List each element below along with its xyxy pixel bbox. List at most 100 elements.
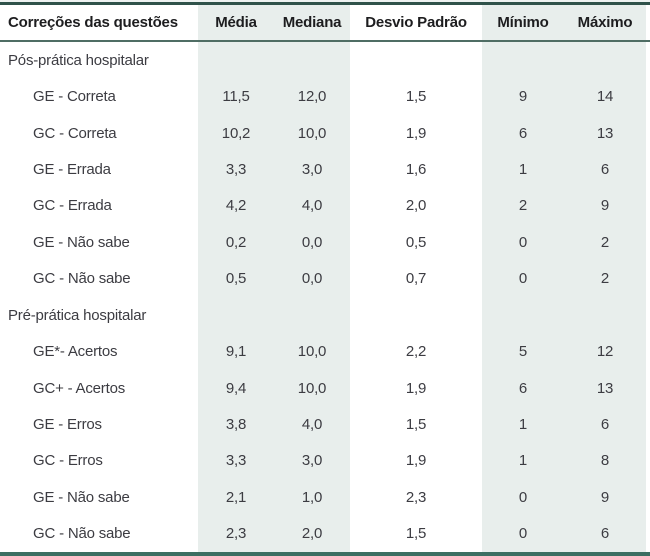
header-separator-rule (0, 40, 650, 42)
row-label: GE - Erros (33, 415, 102, 433)
cell-minimo: 6 (482, 114, 564, 152)
cell-minimo: 0 (482, 515, 564, 552)
right-margin (646, 369, 650, 407)
cell-media: 9,1 (198, 333, 274, 370)
cell-maximo: 9 (564, 187, 646, 225)
cell-mediana: 3,0 (274, 151, 350, 188)
table-row: GC - Errada 4,2 4,0 2,0 2 9 (0, 187, 650, 225)
cell-mediana: 4,0 (274, 406, 350, 443)
cell-media: 3,3 (198, 442, 274, 480)
row-label: GC - Não sabe (33, 525, 131, 543)
table-row: GC - Erros 3,3 3,0 1,9 1 8 (0, 442, 650, 480)
cell-minimo: 0 (482, 260, 564, 297)
table-row: GC - Não sabe 2,3 2,0 1,5 0 6 (0, 515, 650, 552)
table-row: GE - Errada 3,3 3,0 1,6 1 6 (0, 151, 650, 188)
right-margin (646, 78, 650, 115)
table-row: GE - Não sabe 0,2 0,0 0,5 0 2 (0, 224, 650, 261)
column-header-mediana: Mediana (274, 5, 350, 40)
cell-mediana (274, 296, 350, 334)
row-label: GE - Não sabe (33, 233, 130, 251)
cell-maximo (564, 296, 646, 334)
row-label: GE - Correta (33, 88, 116, 106)
cell-minimo: 1 (482, 442, 564, 480)
cell-desvio-padrao (350, 297, 482, 333)
cell-media: 4,2 (198, 187, 274, 225)
cell-media: 2,3 (198, 515, 274, 552)
row-label: GE - Não sabe (33, 488, 130, 506)
cell-minimo: 2 (482, 187, 564, 225)
table-row: Pré-prática hospitalar (0, 296, 650, 334)
right-margin (646, 151, 650, 188)
column-header-corrections: Correções das questões (8, 14, 178, 31)
cell-media (198, 296, 274, 334)
cell-minimo: 6 (482, 369, 564, 407)
cell-mediana: 4,0 (274, 187, 350, 225)
cell-minimo: 1 (482, 151, 564, 188)
cell-desvio-padrao: 0,5 (405, 233, 427, 251)
row-label: GC+ - Acertos (33, 379, 126, 397)
table-row: GC+ - Acertos 9,4 10,0 1,9 6 13 (0, 369, 650, 407)
cell-desvio-padrao: 1,9 (405, 124, 427, 142)
cell-desvio-padrao: 1,6 (405, 160, 427, 178)
cell-desvio-padrao: 2,3 (405, 488, 427, 506)
cell-maximo: 2 (564, 260, 646, 297)
cell-mediana: 10,0 (274, 369, 350, 407)
column-header-desvio-padrao: Desvio Padrão (365, 14, 467, 31)
row-label: GE - Errada (33, 160, 111, 178)
cell-media: 0,5 (198, 260, 274, 297)
row-label: GE*- Acertos (33, 343, 118, 361)
column-header-media: Média (198, 5, 274, 40)
cell-minimo: 0 (482, 479, 564, 516)
row-label: GC - Erros (33, 452, 103, 470)
cell-desvio-padrao (350, 42, 482, 78)
cell-maximo: 2 (564, 224, 646, 261)
cell-desvio-padrao: 1,5 (405, 415, 427, 433)
cell-desvio-padrao: 1,5 (405, 525, 427, 543)
cell-media: 0,2 (198, 224, 274, 261)
row-label: GC - Errada (33, 197, 112, 215)
cell-maximo: 13 (564, 114, 646, 152)
cell-maximo: 8 (564, 442, 646, 480)
right-margin (646, 187, 650, 225)
table-header-row: Correções das questões Média Mediana Des… (0, 5, 650, 40)
cell-minimo: 1 (482, 406, 564, 443)
cell-desvio-padrao: 1,9 (405, 379, 427, 397)
table-row: GE - Não sabe 2,1 1,0 2,3 0 9 (0, 479, 650, 516)
cell-maximo: 14 (564, 78, 646, 115)
cell-mediana: 10,0 (274, 114, 350, 152)
table-body: Pós-prática hospitalar GE - Correta 11,5… (0, 42, 650, 552)
right-margin (646, 260, 650, 297)
column-header-minimo: Mínimo (482, 5, 564, 40)
cell-desvio-padrao: 1,9 (405, 452, 427, 470)
cell-media: 11,5 (198, 78, 274, 115)
cell-maximo: 13 (564, 369, 646, 407)
table-row: GC - Não sabe 0,5 0,0 0,7 0 2 (0, 260, 650, 297)
cell-media (198, 42, 274, 79)
cell-media: 2,1 (198, 479, 274, 516)
row-label: GC - Correta (33, 124, 117, 142)
right-margin (646, 296, 650, 334)
cell-mediana (274, 42, 350, 79)
cell-desvio-padrao: 2,2 (405, 343, 427, 361)
cell-minimo: 5 (482, 333, 564, 370)
cell-mediana: 2,0 (274, 515, 350, 552)
cell-media: 9,4 (198, 369, 274, 407)
right-margin (646, 333, 650, 370)
cell-mediana: 0,0 (274, 224, 350, 261)
cell-mediana: 0,0 (274, 260, 350, 297)
cell-mediana: 1,0 (274, 479, 350, 516)
cell-maximo: 6 (564, 406, 646, 443)
cell-mediana: 10,0 (274, 333, 350, 370)
cell-desvio-padrao: 2,0 (405, 197, 427, 215)
cell-minimo: 0 (482, 224, 564, 261)
cell-maximo: 12 (564, 333, 646, 370)
right-margin (646, 515, 650, 552)
row-label: Pré-prática hospitalar (8, 306, 147, 324)
right-margin (646, 406, 650, 443)
cell-maximo: 6 (564, 151, 646, 188)
cell-media: 3,8 (198, 406, 274, 443)
cell-mediana: 3,0 (274, 442, 350, 480)
cell-media: 10,2 (198, 114, 274, 152)
top-strip (0, 0, 650, 2)
